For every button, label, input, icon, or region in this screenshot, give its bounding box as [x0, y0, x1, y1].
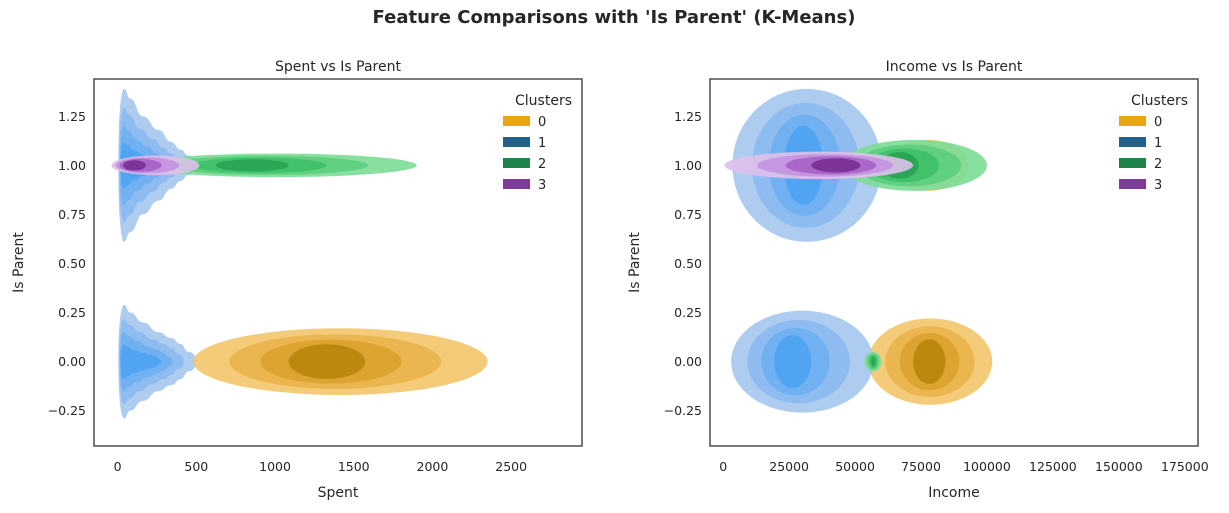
legend-label-2: 2 — [1154, 157, 1162, 172]
legend-label-3: 3 — [1154, 178, 1162, 193]
figure-title: Feature Comparisons with 'Is Parent' (K-… — [373, 7, 856, 28]
y-tick-label: 0.00 — [58, 354, 86, 369]
x-tick-label: 25000 — [769, 459, 809, 474]
legend-label-1: 1 — [538, 136, 546, 151]
kde-cluster-3-y1 — [111, 155, 200, 176]
kde-cluster-0-y0 — [193, 328, 488, 395]
y-ticks: −0.25 0.00 0.25 0.50 0.75 1.00 1.25 — [48, 109, 86, 418]
x-tick-label: 1500 — [338, 459, 370, 474]
kde-contour-level — [120, 344, 162, 379]
kde-cluster-2-y0 — [864, 351, 882, 372]
legend-title: Clusters — [1131, 93, 1188, 109]
y-axis-label: Is Parent — [627, 232, 643, 293]
y-axis-label: Is Parent — [11, 232, 27, 293]
x-ticks: 0 25000 50000 75000 100000 125000 150000 175000 — [719, 459, 1209, 474]
axes-frame — [93, 78, 583, 447]
kde-contour-level — [215, 159, 289, 172]
kde-cluster-2-y1 — [136, 153, 417, 178]
kde-contour-level — [871, 356, 876, 367]
legend-label-3: 3 — [538, 178, 546, 193]
legend-swatch-3 — [503, 179, 530, 189]
plot-area — [724, 88, 993, 413]
legend-swatch-0 — [503, 116, 530, 126]
x-tick-label: 500 — [184, 459, 208, 474]
y-tick-label: 0.25 — [674, 305, 702, 320]
x-tick-label: 50000 — [835, 459, 875, 474]
kde-cluster-0-y0 — [868, 318, 993, 405]
kde-cluster-3-y1 — [724, 151, 914, 180]
legend-label-0: 0 — [1154, 115, 1162, 130]
axes-frame — [709, 78, 1199, 447]
kde-contour-level — [774, 335, 812, 389]
legend: Clusters 0 1 2 3 — [1119, 93, 1188, 193]
x-tick-label: 75000 — [901, 459, 941, 474]
y-tick-label: 0.75 — [58, 207, 86, 222]
income-vs-is-parent-subplot: 0 25000 50000 75000 100000 125000 150000 175000… — [627, 59, 1209, 501]
x-tick-label: 1000 — [259, 459, 291, 474]
legend-swatch-1 — [1119, 137, 1146, 147]
subplot-title: Income vs Is Parent — [886, 59, 1023, 75]
kde-contour-level — [288, 344, 366, 379]
x-tick-label: 125000 — [1029, 459, 1077, 474]
y-tick-label: 0.00 — [674, 354, 702, 369]
legend-title: Clusters — [515, 93, 572, 109]
legend-swatch-0 — [1119, 116, 1146, 126]
x-tick-label: 2000 — [417, 459, 449, 474]
x-tick-label: 150000 — [1095, 459, 1143, 474]
legend-label-0: 0 — [538, 115, 546, 130]
legend-swatch-2 — [1119, 158, 1146, 168]
legend-label-2: 2 — [538, 157, 546, 172]
kde-cluster-1-y0 — [118, 304, 196, 419]
kde-contour-level — [122, 160, 146, 171]
legend-swatch-3 — [1119, 179, 1146, 189]
x-tick-label: 100000 — [963, 459, 1011, 474]
y-tick-label: 1.25 — [58, 109, 86, 124]
x-tick-label: 2500 — [495, 459, 527, 474]
plot-area — [111, 88, 488, 419]
x-tick-label: 0 — [114, 459, 122, 474]
y-tick-label: 0.50 — [674, 256, 702, 271]
legend-swatch-2 — [503, 158, 530, 168]
kde-cluster-1-y0 — [731, 310, 874, 413]
x-tick-label: 175000 — [1161, 459, 1209, 474]
x-axis-label: Income — [928, 485, 980, 501]
x-axis-label: Spent — [318, 485, 359, 501]
kde-contour-level — [913, 339, 946, 385]
y-tick-label: 1.25 — [674, 109, 702, 124]
subplot-title: Spent vs Is Parent — [275, 59, 401, 75]
legend-swatch-1 — [503, 137, 530, 147]
y-tick-label: −0.25 — [48, 403, 86, 418]
y-tick-label: 0.50 — [58, 256, 86, 271]
legend: Clusters 0 1 2 3 — [503, 93, 572, 193]
legend-label-1: 1 — [1154, 136, 1162, 151]
x-ticks: 0 500 1000 1500 2000 2500 — [114, 459, 527, 474]
y-tick-label: 0.25 — [58, 305, 86, 320]
y-ticks: −0.25 0.00 0.25 0.50 0.75 1.00 1.25 — [664, 109, 702, 418]
kde-contour-level — [811, 158, 861, 173]
y-tick-label: 0.75 — [674, 207, 702, 222]
y-tick-label: 1.00 — [58, 158, 86, 173]
y-tick-label: −0.25 — [664, 403, 702, 418]
y-tick-label: 1.00 — [674, 158, 702, 173]
x-tick-label: 0 — [719, 459, 727, 474]
spent-vs-is-parent-subplot: 0 500 1000 1500 2000 2500 −0.25 0.00 0.25 0.50 0.7… — [11, 59, 583, 501]
